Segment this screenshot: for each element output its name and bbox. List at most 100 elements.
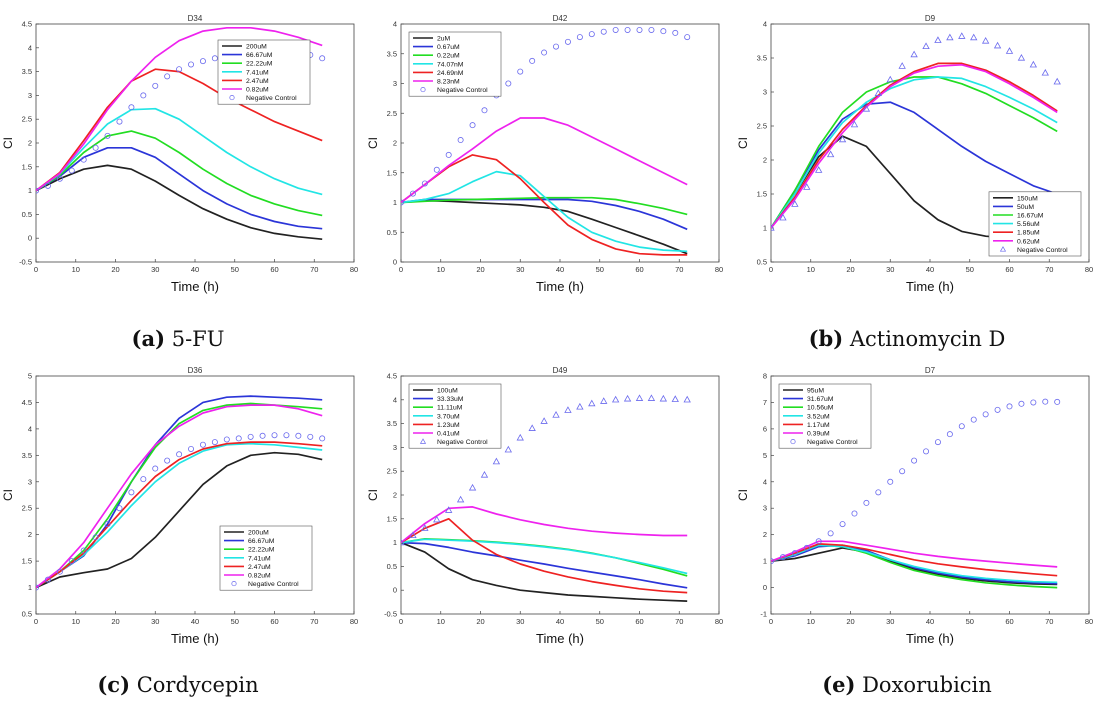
legend-marker (231, 581, 237, 587)
x-tick-label: 0 (769, 617, 773, 626)
x-tick-label: 40 (191, 617, 199, 626)
legend-label: 24.69nM (437, 70, 464, 77)
series-line (771, 544, 1058, 585)
data-point (826, 150, 835, 158)
chart-title: D34 (188, 14, 203, 23)
caption-label: (b) (808, 326, 844, 351)
y-tick-label: 2 (28, 530, 32, 539)
data-point (401, 538, 405, 546)
x-tick-label: 70 (675, 265, 683, 274)
y-tick-label: 3 (393, 79, 397, 88)
plot-area (771, 398, 1061, 589)
legend-marker (790, 439, 796, 445)
x-tick-label: 20 (846, 617, 854, 626)
y-axis-label: CI (366, 489, 380, 501)
y-tick-label: -1 (760, 610, 767, 619)
data-point (815, 166, 823, 173)
y-tick-label: 8 (763, 372, 767, 381)
y-tick-label: 2.5 (387, 109, 397, 118)
legend-label: 3.70uM (437, 413, 460, 420)
series-line (771, 76, 1058, 229)
data-point (684, 34, 691, 41)
legend-label: 2uM (437, 36, 451, 43)
y-tick-label: 3.5 (387, 419, 397, 428)
legend-label: 16.67uM (1017, 213, 1044, 220)
data-point (1030, 399, 1037, 406)
legend-label: 22.22uM (246, 61, 273, 68)
data-point (409, 190, 416, 197)
data-point (863, 499, 870, 506)
data-point (911, 457, 918, 464)
data-point (1054, 398, 1061, 405)
series-line (771, 540, 1058, 568)
y-tick-label: 3.5 (757, 54, 767, 63)
data-point (815, 538, 822, 545)
x-axis-label: Time (h) (536, 279, 584, 294)
x-tick-label: 20 (111, 265, 119, 274)
x-tick-label: 80 (1085, 617, 1093, 626)
y-tick-label: -0.5 (19, 258, 32, 267)
data-point (92, 534, 99, 541)
legend-label: 5.56uM (1017, 221, 1040, 228)
series-line (401, 541, 688, 602)
y-tick-label: 2.5 (757, 122, 767, 131)
series-negative-control (771, 32, 1061, 231)
data-point (307, 433, 314, 440)
x-tick-label: 0 (34, 265, 38, 274)
data-point (36, 584, 39, 591)
data-point (445, 151, 452, 158)
x-tick-label: 40 (926, 617, 934, 626)
x-tick-label: 40 (556, 617, 564, 626)
data-point (529, 57, 536, 64)
data-point (946, 33, 954, 41)
data-point (421, 180, 428, 187)
x-tick-label: 20 (846, 265, 854, 274)
y-tick-label: 1.5 (22, 162, 32, 171)
data-point (624, 26, 631, 33)
y-tick-label: 1 (393, 198, 397, 207)
x-tick-label: 30 (151, 617, 159, 626)
data-point (564, 38, 571, 45)
data-point (433, 515, 441, 523)
data-point (469, 122, 476, 129)
data-point (839, 521, 846, 528)
y-tick-label: 3.5 (22, 67, 32, 76)
data-point (636, 26, 643, 33)
data-point (176, 66, 183, 73)
data-point (199, 441, 206, 448)
data-point (540, 417, 548, 424)
data-point (456, 495, 465, 503)
series-line (771, 547, 1058, 586)
legend-marker (420, 87, 426, 93)
x-tick-label: 50 (231, 617, 239, 626)
x-tick-label: 70 (1045, 265, 1053, 274)
data-point (576, 402, 584, 410)
chart-svg: D36 0 10 20 30 40 50 60 70 80 0.5 1 1.5 2 2.5 3 3.5 4 4.5 5… (1, 366, 358, 646)
data-point (552, 411, 560, 418)
series-negative-control (401, 394, 691, 546)
plot-area (36, 26, 326, 241)
y-tick-label: -0.5 (384, 610, 397, 619)
data-point (528, 424, 536, 431)
plot-area (771, 32, 1061, 240)
data-point (188, 445, 195, 452)
data-point (672, 29, 679, 36)
data-point (223, 436, 230, 443)
data-point (116, 505, 123, 512)
data-point (660, 28, 667, 35)
x-tick-label: 60 (635, 265, 643, 274)
data-point (152, 82, 159, 89)
data-point (803, 183, 811, 190)
chart-title: D36 (188, 366, 203, 375)
caption-text: Doxorubicin (855, 673, 992, 697)
legend-label: 66.67uM (246, 52, 273, 59)
series-line (401, 117, 688, 204)
data-point (516, 433, 524, 441)
y-tick-label: 1 (393, 538, 397, 547)
series-line (36, 26, 323, 192)
x-tick-label: 10 (437, 617, 445, 626)
x-axis-label: Time (h) (536, 631, 584, 646)
x-tick-label: 70 (1045, 617, 1053, 626)
y-axis-label: CI (1, 489, 15, 501)
